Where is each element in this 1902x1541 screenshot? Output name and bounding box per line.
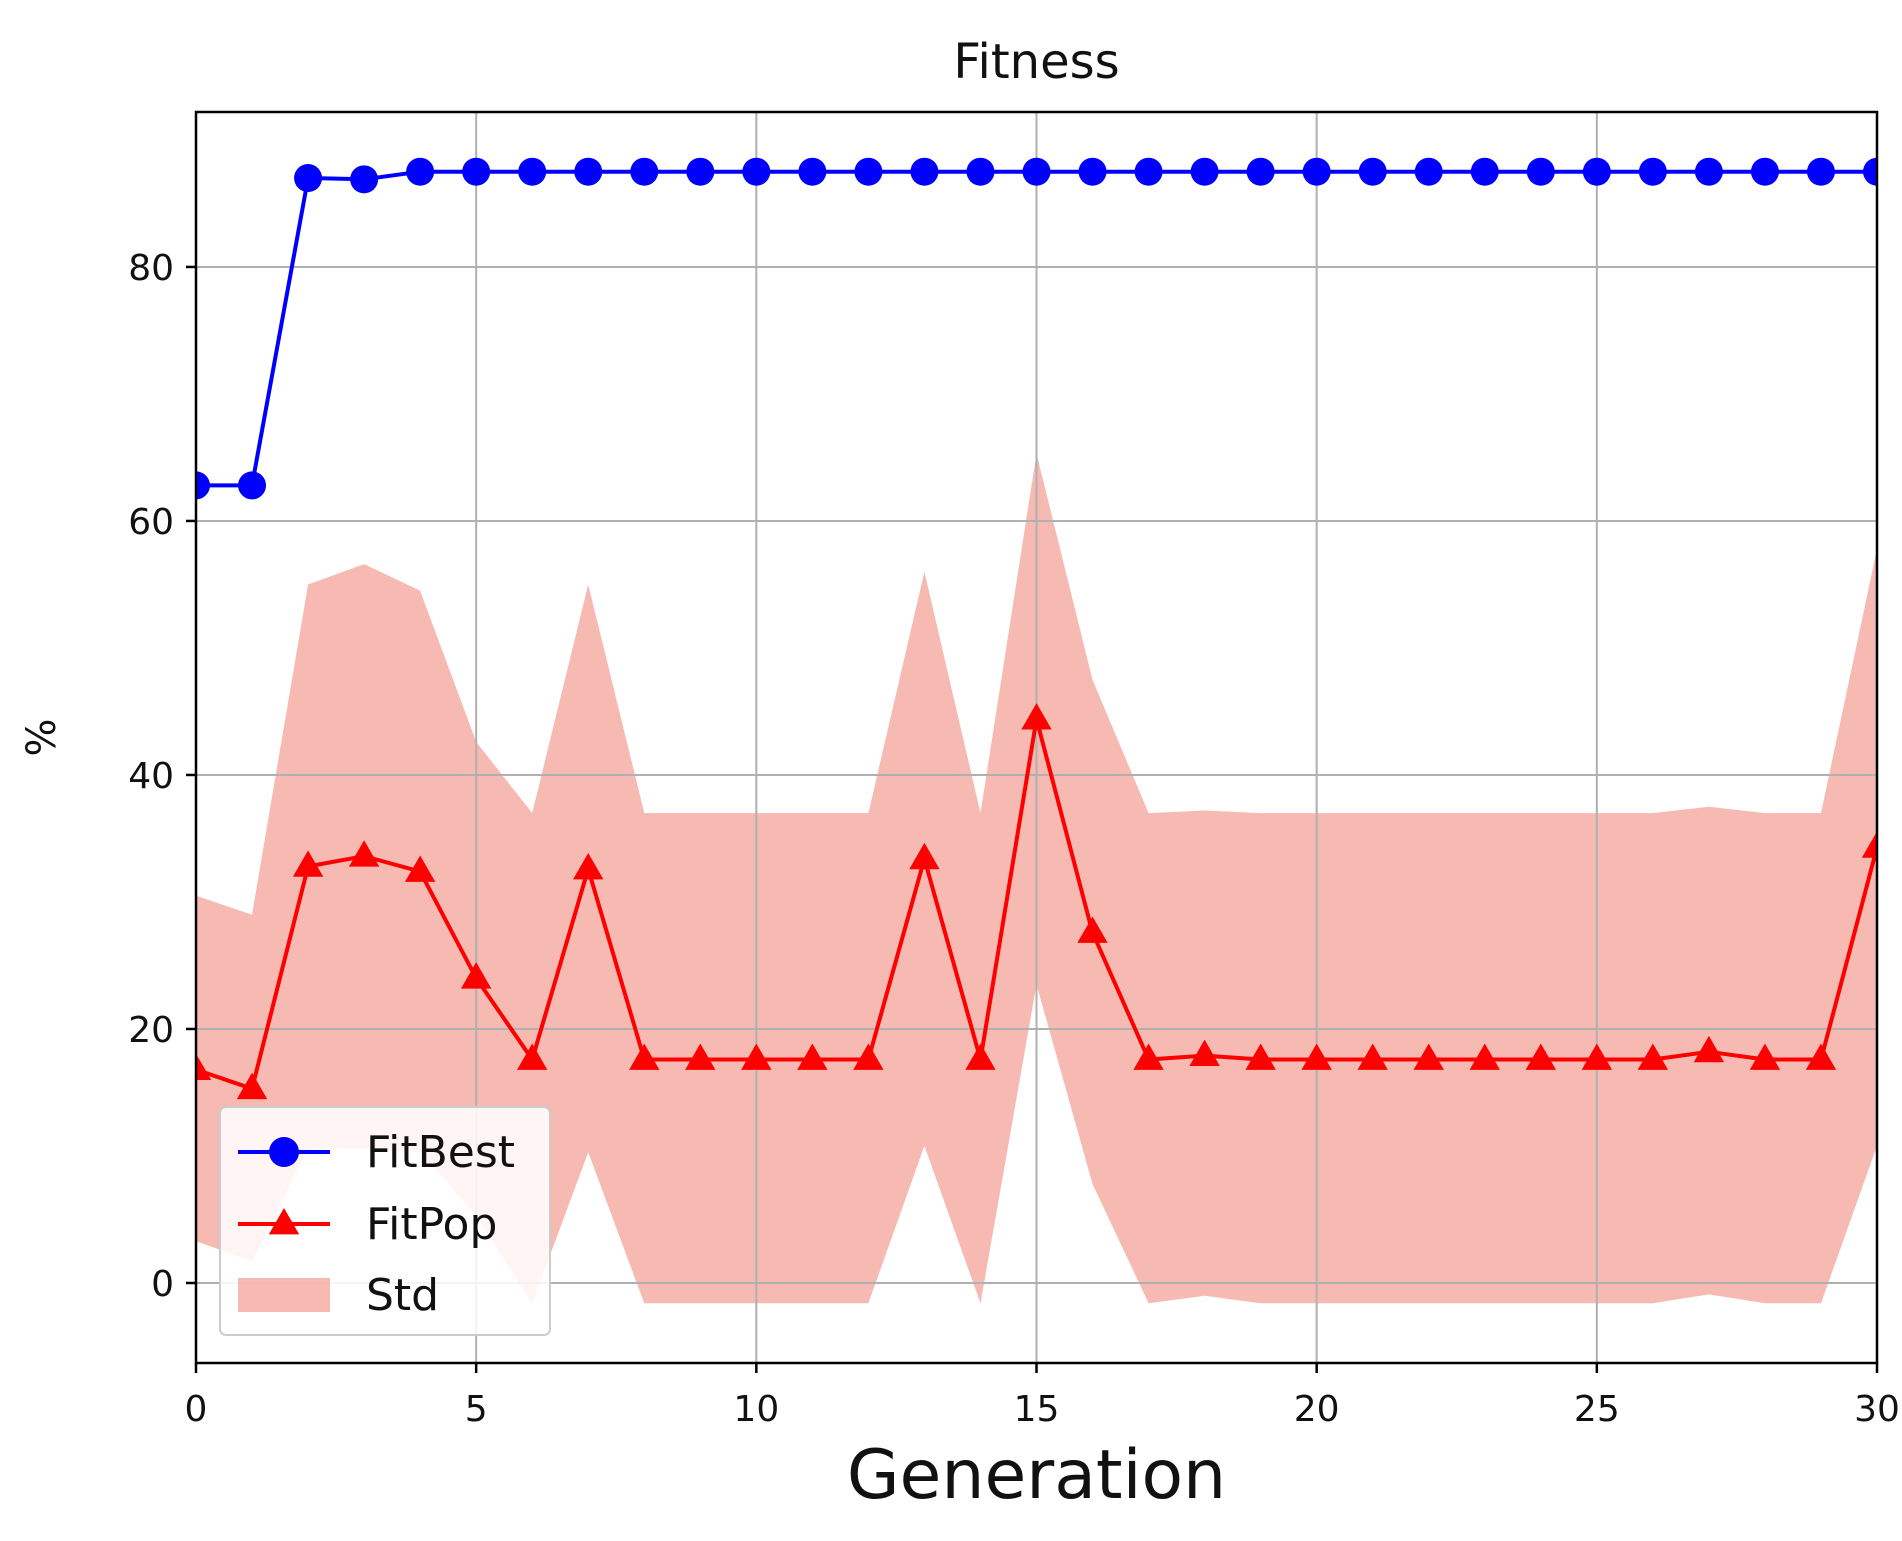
fitbest-point <box>1806 157 1835 186</box>
fitbest-point <box>294 164 323 193</box>
fitpop-point <box>1469 1043 1500 1070</box>
fitpop-point <box>196 1053 212 1081</box>
y-tick-label: 60 <box>128 502 174 543</box>
x-tick-label: 25 <box>1574 1389 1620 1430</box>
fitpop-point <box>1805 1043 1837 1070</box>
legend-fitpop-label: FitPop <box>366 1199 497 1250</box>
fitpop-point <box>236 1072 268 1100</box>
fitbest-point <box>1582 157 1611 186</box>
fitpop-point <box>1525 1043 1556 1070</box>
fitpop-point <box>853 1043 884 1070</box>
fitpop-point <box>797 1043 828 1070</box>
legend: FitBest FitPop Std <box>219 1106 551 1336</box>
fitbest-point <box>854 157 883 186</box>
fitbest-point <box>1470 157 1499 186</box>
fitbest-point <box>1750 157 1779 186</box>
fitpop-point <box>685 1043 716 1070</box>
fitbest-point <box>686 157 715 186</box>
fitpop-point <box>348 840 380 867</box>
x-tick-label: 0 <box>185 1389 208 1430</box>
fitpop-point <box>460 962 492 989</box>
fitpop-point <box>517 1043 548 1070</box>
fitbest-point <box>742 157 771 186</box>
fitpop-point <box>1749 1043 1781 1070</box>
legend-fitbest-marker <box>269 1137 299 1167</box>
fitbest-point <box>1134 157 1163 186</box>
tick-layer: 0 5 10 15 20 25 30 0 20 40 60 80 <box>128 248 1900 1430</box>
fitbest-point <box>1190 157 1219 186</box>
fitbest-point <box>1246 157 1275 186</box>
x-tick-label: 30 <box>1854 1389 1900 1430</box>
fitbest-point <box>798 157 827 186</box>
fitpop-point <box>1413 1043 1444 1070</box>
y-tick-label: 20 <box>128 1010 174 1051</box>
y-axis-label: % <box>19 718 65 756</box>
fitbest-point <box>196 471 210 500</box>
legend-std-label: Std <box>366 1270 439 1321</box>
x-axis-label: Generation <box>847 1436 1226 1515</box>
fitpop-point <box>1189 1039 1220 1067</box>
fitbest-point <box>1022 157 1051 186</box>
fitbest-point <box>574 157 603 186</box>
fitbest-point <box>406 157 435 186</box>
fitpop-point <box>909 842 940 870</box>
x-tick-label: 15 <box>1014 1389 1060 1430</box>
fitpop-point <box>404 855 436 882</box>
fitbest-point <box>1694 157 1723 186</box>
y-tick-label: 80 <box>128 248 174 289</box>
fitpop-point <box>1245 1043 1276 1070</box>
fitbest-point <box>238 471 267 500</box>
y-tick-label: 40 <box>128 756 174 797</box>
fitpop-point <box>1693 1035 1725 1063</box>
grid-layer <box>195 112 1878 1363</box>
fitpop-point <box>1077 916 1108 943</box>
fitpop-point <box>1357 1043 1388 1070</box>
fitbest-point <box>350 165 379 194</box>
fitbest-point <box>966 157 995 186</box>
fitpop-point <box>1133 1043 1164 1070</box>
fitpop-point <box>1021 703 1052 730</box>
fitbest-point <box>518 157 547 186</box>
fitbest-point <box>462 157 491 186</box>
fitpop-point <box>629 1043 660 1070</box>
fitpop-point <box>573 852 604 880</box>
fitbest-point <box>1638 157 1667 186</box>
fitbest-point <box>1414 157 1443 186</box>
chart-title: Fitness <box>953 34 1119 90</box>
fitbest-point <box>1526 157 1555 186</box>
fitpop-point <box>741 1043 772 1070</box>
fitpop-point <box>1581 1043 1613 1070</box>
x-tick-label: 5 <box>465 1389 488 1430</box>
fitpop-point <box>1861 831 1877 858</box>
fitpop-point <box>1637 1043 1669 1070</box>
fitbest-point <box>1358 157 1387 186</box>
fitpop-point <box>1301 1043 1332 1070</box>
fitbest-point <box>1863 157 1877 186</box>
legend-fitbest-label: FitBest <box>366 1127 515 1178</box>
fitpop-point <box>965 1043 996 1070</box>
x-tick-label: 10 <box>733 1389 779 1430</box>
legend-fitpop-marker <box>268 1208 300 1235</box>
fitbest-point <box>1302 157 1331 186</box>
fitbest-point <box>630 157 659 186</box>
y-tick-label: 0 <box>151 1264 174 1305</box>
legend-std-swatch <box>238 1278 330 1312</box>
x-tick-label: 20 <box>1294 1389 1340 1430</box>
fitbest-point <box>1078 157 1107 186</box>
fitpop-point <box>292 850 324 877</box>
series-layer <box>196 157 1877 1100</box>
fitbest-point <box>910 157 939 186</box>
